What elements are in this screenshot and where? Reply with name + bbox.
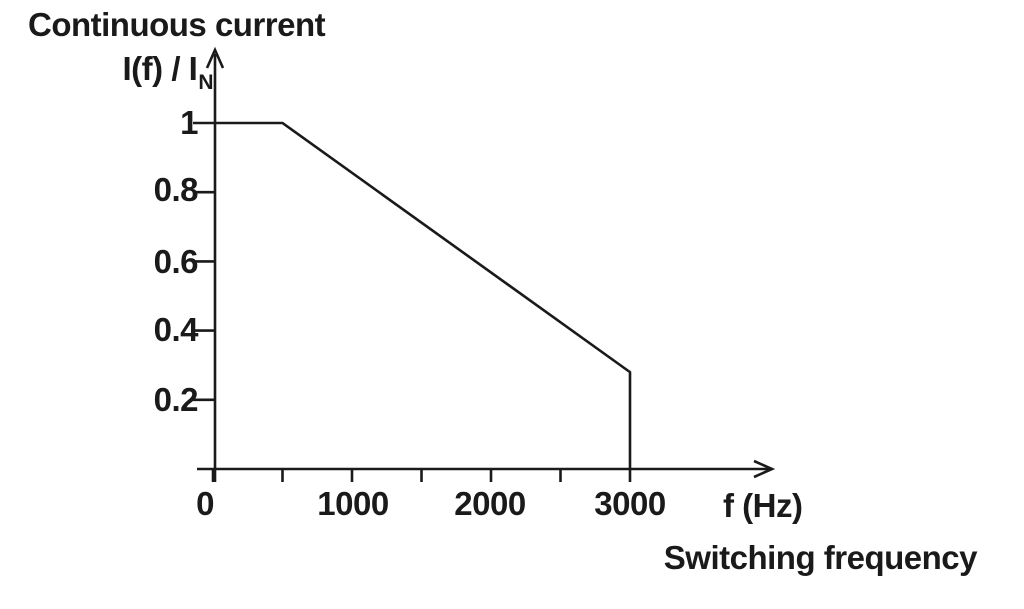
y-axis-label: I(f) / IN [90, 50, 214, 93]
y-axis-arrow-icon [205, 46, 225, 69]
x-axis-name-label: Switching frequency [663, 539, 978, 576]
x-tick-label-1000: 1000 [317, 485, 389, 522]
y-tick-label-1: 1 [180, 104, 198, 141]
y-tick-label-0-6: 0.6 [153, 243, 199, 280]
y-tick-label-0-4: 0.4 [153, 311, 199, 348]
derating-curve [215, 121, 632, 469]
y-tick-label-0-2: 0.2 [153, 381, 199, 418]
chart-title: Continuous current [28, 6, 326, 43]
y-axis-label-subscript: N [198, 71, 213, 94]
x-axis-unit-label: f (Hz) [723, 487, 803, 524]
x-tick-label-2000: 2000 [454, 485, 526, 522]
y-axis-label-main: I(f) / I [122, 50, 198, 87]
x-tick-label-0: 0 [196, 485, 214, 522]
y-tick-label-0-8: 0.8 [153, 171, 199, 208]
x-axis-arrow-icon [753, 459, 776, 479]
x-tick-label-3000: 3000 [594, 485, 666, 522]
